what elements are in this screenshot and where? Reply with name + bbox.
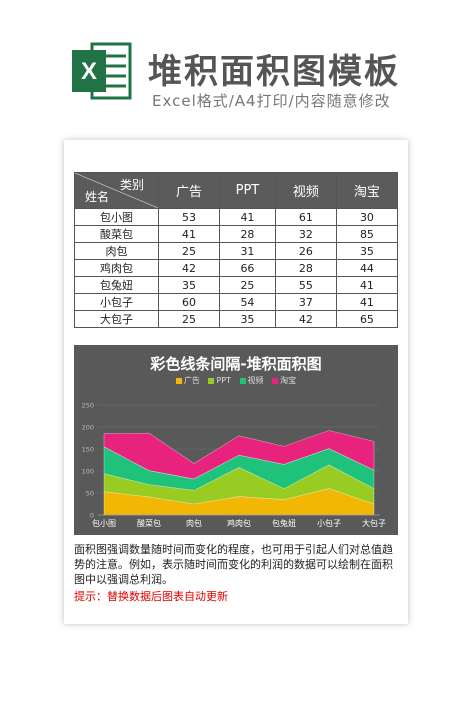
row-name-cell: 酸菜包 bbox=[74, 225, 159, 243]
column-header: 广告 bbox=[157, 172, 221, 209]
corner-name-label: 姓名 bbox=[85, 190, 110, 204]
row-name-cell: 肉包 bbox=[74, 242, 159, 260]
y-tick-label: 250 bbox=[82, 402, 94, 410]
value-cell: 41 bbox=[335, 293, 399, 311]
legend-label: PPT bbox=[216, 376, 231, 385]
value-cell: 26 bbox=[274, 242, 337, 260]
tip-text: 提示：替换数据后图表自动更新 bbox=[74, 590, 228, 603]
row-name-cell: 包兔妞 bbox=[74, 276, 159, 294]
value-cell: 42 bbox=[274, 310, 337, 328]
chart-title: 彩色线条间隔-堆积面积图 bbox=[150, 355, 322, 373]
legend-item: PPT bbox=[208, 376, 231, 385]
legend-swatch bbox=[208, 377, 215, 384]
value-cell: 25 bbox=[157, 242, 221, 260]
legend-item: 视频 bbox=[239, 376, 264, 385]
row-name-cell: 大包子 bbox=[74, 310, 159, 328]
value-cell: 35 bbox=[335, 242, 399, 260]
value-cell: 28 bbox=[274, 259, 337, 277]
value-cell: 85 bbox=[335, 225, 399, 243]
excel-icon: X bbox=[72, 42, 132, 100]
y-tick-label: 50 bbox=[86, 490, 94, 498]
column-header: 淘宝 bbox=[335, 172, 399, 209]
header: X 堆积面积图模板 Excel格式/A4打印/内容随意修改 bbox=[0, 0, 474, 130]
chart-description: 面积图强调数量随时间而变化的程度，也可用于引起人们对总值趋势的注意。例如，表示随… bbox=[74, 543, 393, 586]
data-table: 类别 姓名 广告 PPT 视频 淘宝 包小图 53 41 61 30 酸菜包 4… bbox=[74, 172, 399, 328]
x-tick-label: 大包子 bbox=[362, 518, 386, 528]
value-cell: 32 bbox=[274, 225, 337, 243]
column-header: PPT bbox=[219, 172, 276, 209]
legend-swatch bbox=[175, 377, 182, 384]
table-row: 酸菜包 41 28 32 85 bbox=[74, 225, 399, 243]
value-cell: 35 bbox=[219, 310, 276, 328]
row-name-cell: 小包子 bbox=[74, 293, 159, 311]
value-cell: 65 bbox=[335, 310, 399, 328]
table-row: 鸡肉包 42 66 28 44 bbox=[74, 259, 399, 277]
y-tick-label: 100 bbox=[82, 468, 94, 476]
value-cell: 28 bbox=[219, 225, 276, 243]
table-row: 包小图 53 41 61 30 bbox=[74, 208, 399, 226]
value-cell: 53 bbox=[157, 208, 221, 226]
value-cell: 31 bbox=[219, 242, 276, 260]
value-cell: 55 bbox=[274, 276, 337, 294]
y-tick-label: 0 bbox=[90, 512, 94, 520]
column-header: 视频 bbox=[274, 172, 337, 209]
page-subtitle: Excel格式/A4打印/内容随意修改 bbox=[152, 92, 391, 110]
y-tick-label: 150 bbox=[82, 446, 94, 454]
chart-legend: 广告 PPT 视频 淘宝 bbox=[74, 375, 398, 386]
corner-category-label: 类别 bbox=[119, 178, 144, 192]
row-name-cell: 包小图 bbox=[74, 208, 159, 226]
table-row: 肉包 25 31 26 35 bbox=[74, 242, 399, 260]
value-cell: 35 bbox=[157, 276, 221, 294]
table-row: 大包子 25 35 42 65 bbox=[74, 310, 399, 328]
value-cell: 30 bbox=[335, 208, 399, 226]
value-cell: 54 bbox=[219, 293, 276, 311]
table-header-row: 类别 姓名 广告 PPT 视频 淘宝 bbox=[74, 172, 399, 209]
value-cell: 37 bbox=[274, 293, 337, 311]
legend-label: 广告 bbox=[183, 376, 200, 385]
row-name-cell: 鸡肉包 bbox=[74, 259, 159, 277]
value-cell: 61 bbox=[274, 208, 337, 226]
x-tick-label: 小包子 bbox=[317, 518, 341, 528]
stacked-area-chart: 0 50 100 150 200 250 包小图 酸菜包 肉包 鸡肉包 包兔妞 小包子 大包子 bbox=[82, 402, 386, 529]
value-cell: 60 bbox=[157, 293, 221, 311]
x-tick-label: 包兔妞 bbox=[272, 518, 296, 528]
value-cell: 44 bbox=[335, 259, 399, 277]
value-cell: 25 bbox=[157, 310, 221, 328]
legend-swatch bbox=[239, 377, 246, 384]
value-cell: 25 bbox=[219, 276, 276, 294]
legend-label: 视频 bbox=[247, 376, 264, 385]
value-cell: 66 bbox=[219, 259, 276, 277]
excel-icon-letter: X bbox=[81, 58, 97, 85]
value-cell: 41 bbox=[157, 225, 221, 243]
chart-panel: 0 50 100 150 200 250 包小图 酸菜包 肉包 鸡肉包 包兔妞 小包子 大包子 彩色线条… bbox=[74, 345, 398, 535]
area-series-4 bbox=[103, 430, 375, 480]
legend-swatch bbox=[272, 377, 279, 384]
x-tick-label: 酸菜包 bbox=[137, 518, 161, 528]
page-title: 堆积面积图模板 bbox=[148, 52, 400, 92]
table-row: 小包子 60 54 37 41 bbox=[74, 293, 399, 311]
value-cell: 41 bbox=[335, 276, 399, 294]
legend-label: 淘宝 bbox=[280, 376, 297, 385]
table-row: 包兔妞 35 25 55 41 bbox=[74, 276, 399, 294]
legend-item: 淘宝 bbox=[272, 376, 296, 385]
x-tick-label: 包小图 bbox=[92, 518, 116, 528]
value-cell: 41 bbox=[219, 208, 276, 226]
value-cell: 42 bbox=[157, 259, 221, 277]
legend-item: 广告 bbox=[175, 376, 200, 385]
corner-diagonal bbox=[75, 173, 158, 208]
table-corner-cell: 类别 姓名 bbox=[74, 172, 159, 209]
y-tick-label: 200 bbox=[82, 424, 94, 432]
x-tick-label: 鸡肉包 bbox=[227, 518, 251, 528]
spreadsheet-preview: 类别 姓名 广告 PPT 视频 淘宝 包小图 53 41 61 30 酸菜包 4… bbox=[64, 140, 408, 624]
x-tick-label: 肉包 bbox=[186, 518, 202, 528]
